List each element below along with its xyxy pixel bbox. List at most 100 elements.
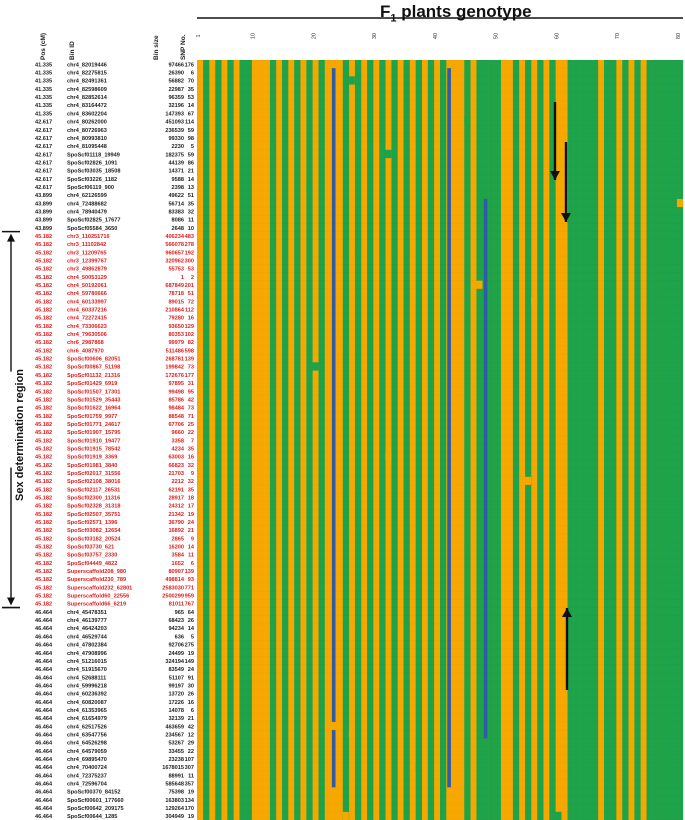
bin-id-cell: Superscaffold230_789 [67, 577, 126, 583]
pos-cell: 45.182 [35, 332, 52, 338]
pos-cell: 45.182 [35, 585, 52, 591]
snp-no-cell: 82 [188, 340, 194, 346]
bin-size-cell: 62191 [168, 487, 184, 493]
snp-no-cell: 129 [185, 324, 194, 330]
bin-id-cell: chr4_64526298 [67, 741, 107, 747]
snp-no-cell: 19 [188, 651, 194, 657]
bin-id-cell: chr4_52688111 [67, 675, 106, 681]
arrow-down-1-head [550, 171, 560, 180]
genotype-cell-discordant [531, 599, 538, 608]
genotype-cell-discordant [676, 198, 683, 208]
bin-size-cell: 23238 [168, 757, 184, 763]
bin-size-cell: 960657 [165, 250, 184, 256]
pos-cell: 45.182 [35, 406, 52, 412]
genotype-cell-discordant [306, 182, 313, 191]
bin-id-cell: chr4_62517526 [67, 724, 107, 730]
bin-size-cell: 92706 [168, 643, 184, 649]
genotype-cell-discordant [385, 452, 392, 461]
genotype-column-green [440, 60, 447, 820]
pos-cell: 45.182 [35, 471, 52, 477]
genotype-column-green [549, 60, 556, 820]
pos-cell: 45.182 [35, 495, 52, 501]
pos-cell: 42.617 [35, 160, 52, 166]
bin-size-cell: 17226 [168, 700, 184, 706]
snp-no-cell: 170 [185, 806, 194, 812]
snp-no-cell: 35 [188, 446, 194, 452]
bin-size-cell: 451093 [165, 120, 184, 126]
genotype-column-green [403, 60, 410, 820]
snp-no-cell: 42 [188, 397, 194, 403]
snp-no-cell: 112 [185, 308, 194, 314]
bin-size-cell: 51107 [169, 675, 184, 681]
pos-cell: 42.617 [35, 120, 52, 126]
plant-tick-label: 1 [196, 34, 202, 37]
bin-id-cell: SpoScf02328_31318 [67, 504, 121, 510]
bin-id-cell: chr4_83602204 [67, 111, 108, 117]
snp-no-cell: 26 [188, 618, 194, 624]
genotype-column-green [676, 60, 684, 820]
pos-cell: 45.182 [35, 438, 52, 444]
snp-no-cell: 70 [188, 79, 194, 85]
bin-id-cell: SpoScf01907_15795 [67, 430, 121, 436]
bin-size-cell: 44139 [168, 160, 184, 166]
snp-no-cell: 51 [188, 291, 194, 297]
genotype-column-green [604, 60, 611, 820]
bin-size-cell: 21703 [168, 471, 184, 477]
snp-no-cell: 67 [188, 111, 194, 117]
pos-cell: 46.464 [35, 659, 53, 665]
bin-id-cell: chr4_47908996 [67, 651, 107, 657]
bin-id-cell: chr4_46139777 [67, 618, 107, 624]
bin-id-cell: chr4_83164472 [67, 103, 107, 109]
genotype-column-blue [483, 198, 488, 739]
bin-id-cell: SpoScf00601_177660 [67, 798, 124, 804]
bin-id-cell: SpoScf02825_17677 [67, 218, 121, 224]
bin-size-cell: 88991 [168, 773, 184, 779]
snp-no-cell: 42 [188, 724, 194, 730]
pos-cell: 45.182 [35, 455, 52, 461]
pos-cell: 45.182 [35, 283, 52, 289]
genotype-cell-discordant [591, 92, 598, 101]
bin-id-cell: SpoScf04449_4822 [67, 561, 117, 567]
pos-cell: 42.617 [35, 185, 52, 191]
bin-id-cell: SpoScf01759_9977 [67, 414, 117, 420]
pos-cell: 42.617 [35, 152, 52, 158]
snp-no-cell: 139 [185, 357, 194, 363]
snp-no-cell: 21 [188, 169, 194, 175]
snp-no-cell: 16 [188, 316, 194, 322]
snp-no-cell: 11 [188, 773, 194, 779]
snp-no-cell: 22 [188, 749, 194, 755]
snp-no-cell: 176 [185, 62, 194, 68]
bin-id-cell: chr4_72488682 [67, 201, 107, 207]
bin-size-cell: 2648 [172, 226, 184, 232]
snp-no-cell: 300 [185, 259, 194, 265]
bin-id-cell: chr4_61353965 [67, 708, 107, 714]
bin-id-cell: chr4_62126599 [67, 193, 107, 199]
snp-no-cell: 6 [191, 708, 194, 714]
snp-no-cell: 7 [191, 438, 194, 444]
bin-id-cell: chr4_59780666 [67, 291, 107, 297]
bin-size-cell: 16200 [168, 545, 184, 551]
pos-cell: 46.464 [35, 757, 53, 763]
snp-no-cell: 19 [188, 512, 194, 518]
sex-determination-region-label: Sex determination region [14, 368, 26, 502]
bin-size-cell: 24312 [168, 504, 184, 510]
snp-no-cell: 11 [188, 218, 194, 224]
pos-cell: 45.182 [35, 512, 52, 518]
bin-size-cell: 172676 [165, 373, 184, 379]
genotype-column-green [525, 60, 532, 820]
pos-cell: 45.182 [35, 545, 52, 551]
bin-size-cell: 63003 [168, 455, 184, 461]
bin-size-cell: 32139 [168, 716, 184, 722]
bin-size-cell: 89015 [168, 299, 184, 305]
snp-no-cell: 12 [188, 732, 194, 738]
snp-no-cell: 10 [188, 226, 194, 232]
bin-size-cell: 9660 [172, 430, 184, 436]
pos-cell: 46.464 [35, 749, 53, 755]
pos-cell: 45.182 [35, 389, 52, 395]
bin-id-cell: SpoScf03757_2330 [67, 553, 117, 559]
bin-size-cell: 2583030 [162, 585, 184, 591]
region-arrow-up-head [7, 233, 15, 242]
pos-cell: 43.899 [35, 218, 52, 224]
bin-size-cell: 33455 [168, 749, 184, 755]
